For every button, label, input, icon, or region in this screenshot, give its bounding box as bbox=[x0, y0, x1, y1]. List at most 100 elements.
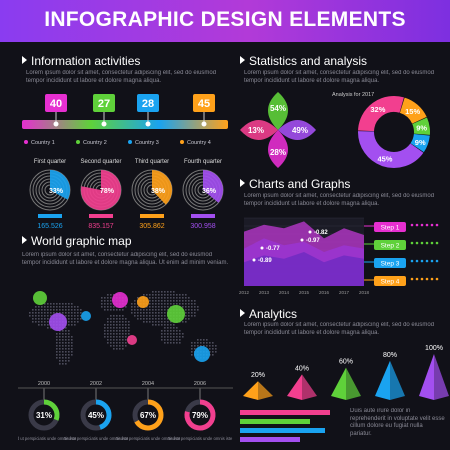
pyramid-left bbox=[375, 360, 390, 400]
map-dot bbox=[140, 312, 142, 314]
map-dot bbox=[143, 321, 145, 323]
map-dot bbox=[113, 306, 115, 308]
map-dot bbox=[113, 309, 115, 311]
map-dot bbox=[110, 330, 112, 332]
map-dot bbox=[164, 330, 166, 332]
map-dot bbox=[59, 303, 61, 305]
map-dot bbox=[113, 348, 115, 350]
dial-percent: 38% bbox=[151, 188, 166, 195]
map-dot bbox=[134, 312, 136, 314]
pyramid-right bbox=[346, 367, 361, 400]
map-description: Lorem ipsum dolor sit amet, consectetur … bbox=[22, 252, 229, 266]
map-dot bbox=[56, 336, 58, 338]
map-dot bbox=[176, 297, 178, 299]
map-dot bbox=[140, 315, 142, 317]
map-dot bbox=[110, 321, 112, 323]
arrow-icon bbox=[240, 56, 245, 64]
map-dot bbox=[65, 303, 67, 305]
map-dot bbox=[68, 345, 70, 347]
pyramid-label: 20% bbox=[251, 372, 265, 379]
map-dot bbox=[74, 315, 76, 317]
map-dot bbox=[191, 300, 193, 302]
map-dot bbox=[152, 309, 154, 311]
map-dot bbox=[71, 306, 73, 308]
foot-text: Sed ut perspiciatis unde omnis iste bbox=[116, 436, 181, 441]
map-dot bbox=[164, 315, 166, 317]
person-icon bbox=[435, 241, 439, 245]
map-dot bbox=[44, 312, 46, 314]
map-dot bbox=[119, 324, 121, 326]
map-dot bbox=[179, 297, 181, 299]
person-icon bbox=[415, 277, 419, 281]
year-label: 2000 bbox=[38, 381, 50, 387]
map-dot bbox=[152, 306, 154, 308]
map-dot bbox=[71, 348, 73, 350]
map-dot bbox=[206, 339, 208, 341]
map-dot bbox=[35, 315, 37, 317]
map-dot bbox=[152, 324, 154, 326]
map-dot bbox=[59, 363, 61, 365]
map-dot bbox=[191, 345, 193, 347]
map-dot bbox=[38, 318, 40, 320]
map-dot bbox=[182, 303, 184, 305]
map-dot bbox=[122, 330, 124, 332]
map-dot bbox=[68, 357, 70, 359]
annotation-dot bbox=[260, 246, 264, 250]
map-dot bbox=[164, 336, 166, 338]
map-dot bbox=[65, 309, 67, 311]
map-dot bbox=[41, 324, 43, 326]
map-dot bbox=[116, 324, 118, 326]
map-dot bbox=[191, 354, 193, 356]
map-dot bbox=[161, 309, 163, 311]
map-dot bbox=[68, 306, 70, 308]
legend-label: Country 2 bbox=[83, 140, 107, 146]
map-dot bbox=[65, 312, 67, 314]
map-dot bbox=[62, 330, 64, 332]
map-dot bbox=[149, 294, 151, 296]
map-dot bbox=[164, 303, 166, 305]
map-dot bbox=[134, 309, 136, 311]
map-dot bbox=[110, 297, 112, 299]
map-dot bbox=[173, 324, 175, 326]
map-dot bbox=[77, 306, 79, 308]
map-dot bbox=[71, 351, 73, 353]
map-dot bbox=[146, 294, 148, 296]
map-dot bbox=[107, 294, 109, 296]
map-dot bbox=[194, 309, 196, 311]
map-dot bbox=[110, 315, 112, 317]
map-dot bbox=[113, 321, 115, 323]
map-dot bbox=[65, 354, 67, 356]
map-dot bbox=[209, 348, 211, 350]
map-dot bbox=[158, 306, 160, 308]
map-dot bbox=[125, 324, 127, 326]
map-dot bbox=[191, 348, 193, 350]
section-title-analytics: Analytics bbox=[240, 307, 297, 321]
map-bubble bbox=[33, 291, 47, 305]
map-dot bbox=[188, 300, 190, 302]
map-dot bbox=[41, 306, 43, 308]
map-dot bbox=[68, 318, 70, 320]
map-dot bbox=[185, 297, 187, 299]
map-dot bbox=[122, 324, 124, 326]
map-dot bbox=[185, 309, 187, 311]
map-dot bbox=[188, 312, 190, 314]
map-dot bbox=[68, 336, 70, 338]
map-dot bbox=[122, 333, 124, 335]
map-dot bbox=[113, 315, 115, 317]
map-dot bbox=[77, 309, 79, 311]
map-dot bbox=[68, 321, 70, 323]
petal bbox=[268, 92, 288, 130]
banner: INFOGRAPHIC DESIGN ELEMENTS bbox=[0, 0, 450, 42]
map-dot bbox=[44, 309, 46, 311]
x-tick: 2016 bbox=[319, 290, 330, 295]
hbar bbox=[240, 419, 310, 424]
donut-label: 15% bbox=[405, 107, 420, 116]
timeline-dot bbox=[145, 121, 151, 127]
map-dot bbox=[173, 303, 175, 305]
map-dot bbox=[107, 309, 109, 311]
person-icon bbox=[430, 241, 434, 245]
timeline-dot bbox=[101, 121, 107, 127]
map-dot bbox=[110, 306, 112, 308]
map-dot bbox=[68, 348, 70, 350]
map-dot bbox=[167, 321, 169, 323]
